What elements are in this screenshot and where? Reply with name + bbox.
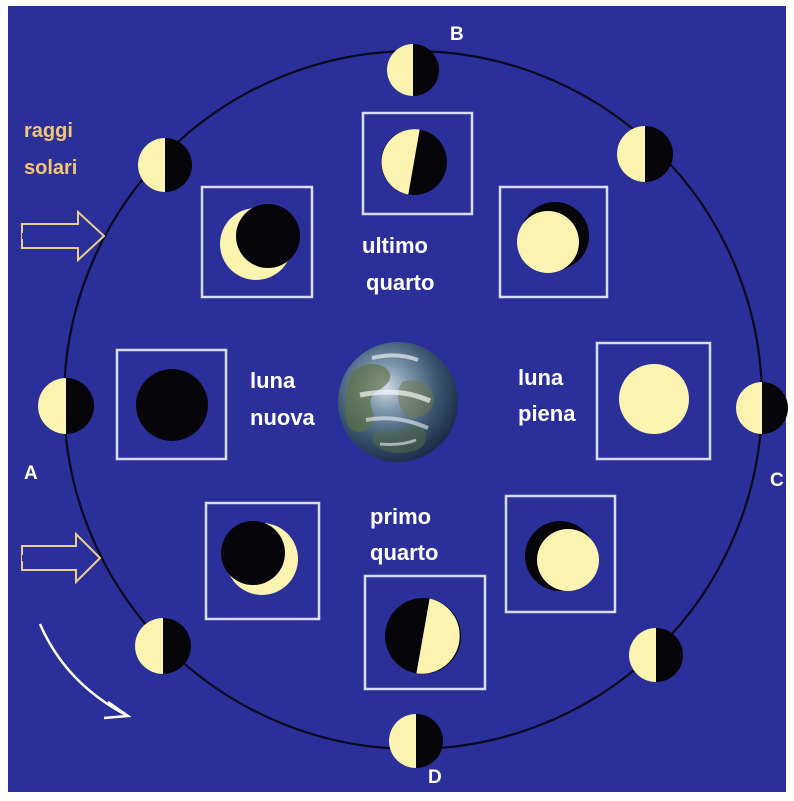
first-quarter-label-line2: quarto <box>370 540 438 565</box>
phase-box-waxing-gibbous <box>504 494 617 614</box>
new-moon-label-line2: nuova <box>250 405 316 430</box>
moon-phase-first-quarter <box>385 598 461 674</box>
last-quarter-label-line2: quarto <box>366 270 434 295</box>
phase-box-new-moon <box>115 348 228 461</box>
moon-phase-waxing-crescent <box>221 521 298 595</box>
new-moon-label-line1: luna <box>250 368 296 393</box>
orbit-moon-sw <box>135 618 191 674</box>
double-line-arrow-icon <box>21 209 106 263</box>
moon-phase-last-quarter <box>381 129 447 195</box>
full-moon-label-line2: piena <box>518 401 576 426</box>
phase-box-waning-gibbous <box>498 185 609 299</box>
sun-rays-label-line1: raggi <box>24 120 73 142</box>
orbit-moon-se <box>629 628 683 682</box>
point-label-d: D <box>428 767 442 788</box>
orbit-moon-d <box>389 714 443 768</box>
phase-box-first-quarter <box>363 574 487 691</box>
double-line-arrow-icon <box>21 531 102 585</box>
moon-phase-waning-crescent <box>220 204 300 280</box>
phase-box-last-quarter <box>361 111 474 216</box>
moon-phase-new-moon <box>136 369 208 441</box>
point-label-b: B <box>450 24 464 45</box>
orbit-moon-c <box>736 382 788 434</box>
sun-rays-label-line2: solari <box>24 157 77 179</box>
orbit-moon-nw <box>138 138 192 192</box>
earth-globe-icon <box>338 342 458 462</box>
orbit-moon-ne <box>617 126 673 182</box>
phase-box-waxing-crescent <box>204 501 321 621</box>
moon-phase-full-moon <box>619 364 689 434</box>
full-moon-label-line1: luna <box>518 365 564 390</box>
curved-arrow-icon <box>38 623 132 720</box>
orbit-moon-b <box>387 44 439 96</box>
moon-phase-waning-gibbous <box>517 202 589 273</box>
orbit-moon-a <box>38 378 94 434</box>
phase-box-waning-crescent <box>200 185 314 299</box>
point-label-a: A <box>24 463 38 484</box>
first-quarter-label-line1: primo <box>370 504 431 529</box>
moon-phase-waxing-gibbous <box>525 521 599 591</box>
point-label-c: C <box>770 470 784 491</box>
phase-box-full-moon <box>595 341 712 461</box>
last-quarter-label-line1: ultimo <box>362 233 428 258</box>
